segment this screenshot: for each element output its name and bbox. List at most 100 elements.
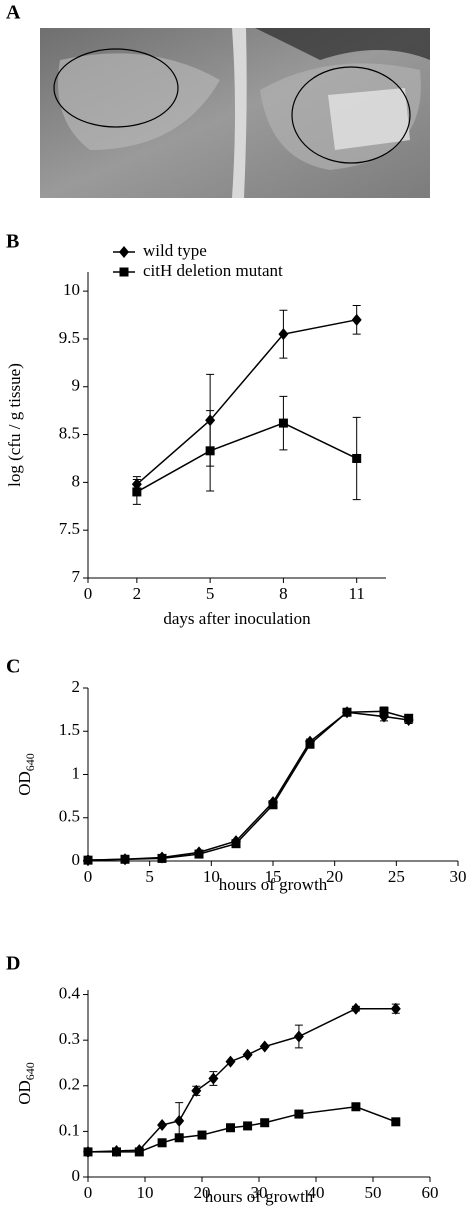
x-tick-label: 5: [145, 867, 154, 886]
y-axis-label-sub: 640: [23, 1062, 37, 1080]
marker: [390, 1002, 401, 1015]
marker: [157, 1119, 168, 1132]
marker: [294, 1109, 304, 1119]
marker: [225, 1055, 236, 1068]
x-tick-label: 30: [251, 1183, 268, 1202]
marker: [226, 1123, 235, 1133]
marker: [242, 1048, 253, 1061]
marker: [134, 1147, 144, 1157]
x-axis-label: hours of growth: [219, 875, 328, 894]
marker: [83, 1147, 93, 1157]
series-line: [136, 422, 358, 493]
y-tick-label: 0.4: [59, 983, 81, 1002]
marker: [305, 739, 315, 749]
marker: [379, 706, 389, 716]
y-axis-label: log (cfu / g tissue): [5, 363, 24, 487]
marker: [342, 707, 352, 717]
y-tick-label: 0: [72, 1166, 81, 1185]
y-tick-label: 0.2: [59, 1075, 80, 1094]
marker: [231, 839, 241, 849]
marker: [404, 713, 414, 723]
marker: [112, 1147, 121, 1157]
marker: [260, 1118, 270, 1128]
legend-marker: [119, 246, 129, 258]
marker: [83, 855, 93, 865]
x-tick-label: 15: [265, 867, 282, 886]
legend-symbol: [119, 246, 129, 258]
y-tick-label: 0: [72, 850, 81, 869]
y-axis-label-text: OD: [15, 771, 34, 796]
series-line: [87, 711, 409, 861]
y-tick-label: 9: [72, 376, 81, 395]
marker: [278, 418, 288, 428]
legend-label: citH deletion mutant: [143, 261, 283, 280]
y-axis-label-text: OD: [15, 1080, 34, 1105]
panel-label: A: [6, 2, 21, 24]
marker: [243, 1121, 253, 1131]
x-axis-label: days after inoculation: [163, 609, 311, 628]
x-tick-label: 50: [365, 1183, 382, 1202]
panel-label: C: [6, 656, 20, 678]
marker: [157, 853, 167, 863]
marker: [174, 1133, 184, 1143]
y-axis-label: OD640: [15, 1062, 37, 1105]
y-tick-label: 10: [63, 280, 80, 299]
y-tick-label: 1.5: [59, 720, 80, 739]
x-tick-label: 10: [137, 1183, 154, 1202]
marker: [132, 487, 142, 497]
y-tick-label: 8: [72, 471, 81, 490]
x-tick-label: 2: [133, 584, 142, 603]
x-tick-label: 10: [203, 867, 220, 886]
panel-label: B: [6, 231, 19, 253]
y-tick-label: 2: [72, 677, 81, 696]
legend-label: wild type: [143, 241, 207, 260]
x-tick-label: 40: [308, 1183, 325, 1202]
y-axis-label-text: log (cfu / g tissue): [5, 363, 24, 487]
x-tick-label: 20: [326, 867, 343, 886]
marker: [205, 446, 215, 456]
marker: [293, 1030, 304, 1043]
marker: [208, 1072, 219, 1085]
marker: [391, 1117, 401, 1127]
marker: [120, 854, 130, 864]
x-tick-label: 60: [422, 1183, 439, 1202]
y-tick-label: 9.5: [59, 328, 80, 347]
x-tick-label: 0: [84, 867, 93, 886]
marker: [197, 1130, 207, 1140]
x-tick-label: 0: [84, 584, 93, 603]
y-tick-label: 1: [72, 763, 81, 782]
marker: [174, 1114, 185, 1127]
series-line: [136, 319, 357, 485]
panel-label: D: [6, 953, 20, 975]
marker: [157, 1138, 167, 1148]
x-axis-label: hours of growth: [205, 1187, 314, 1206]
y-tick-label: 0.5: [59, 807, 80, 826]
leaf-photo: [40, 28, 430, 198]
x-tick-label: 25: [388, 867, 405, 886]
y-axis-label-sub: 640: [23, 753, 37, 771]
legend-marker: [119, 267, 129, 277]
marker: [351, 1102, 361, 1112]
y-tick-label: 8.5: [59, 423, 80, 442]
series-line: [87, 1007, 396, 1153]
marker: [191, 1084, 202, 1097]
marker: [194, 849, 204, 859]
y-tick-label: 7.5: [59, 519, 80, 538]
marker: [268, 800, 278, 810]
x-tick-label: 30: [450, 867, 466, 886]
marker: [351, 313, 362, 326]
series-line: [88, 1105, 397, 1153]
marker: [278, 328, 289, 341]
x-tick-label: 20: [194, 1183, 211, 1202]
marker: [259, 1040, 270, 1053]
marker: [350, 1002, 361, 1015]
x-tick-label: 5: [206, 584, 215, 603]
y-tick-label: 0.1: [59, 1120, 80, 1139]
y-tick-label: 7: [72, 567, 81, 586]
x-tick-label: 0: [84, 1183, 93, 1202]
x-tick-label: 8: [279, 584, 288, 603]
y-axis-label: OD640: [15, 753, 37, 796]
x-tick-label: 11: [349, 584, 365, 603]
series-line: [87, 710, 409, 861]
